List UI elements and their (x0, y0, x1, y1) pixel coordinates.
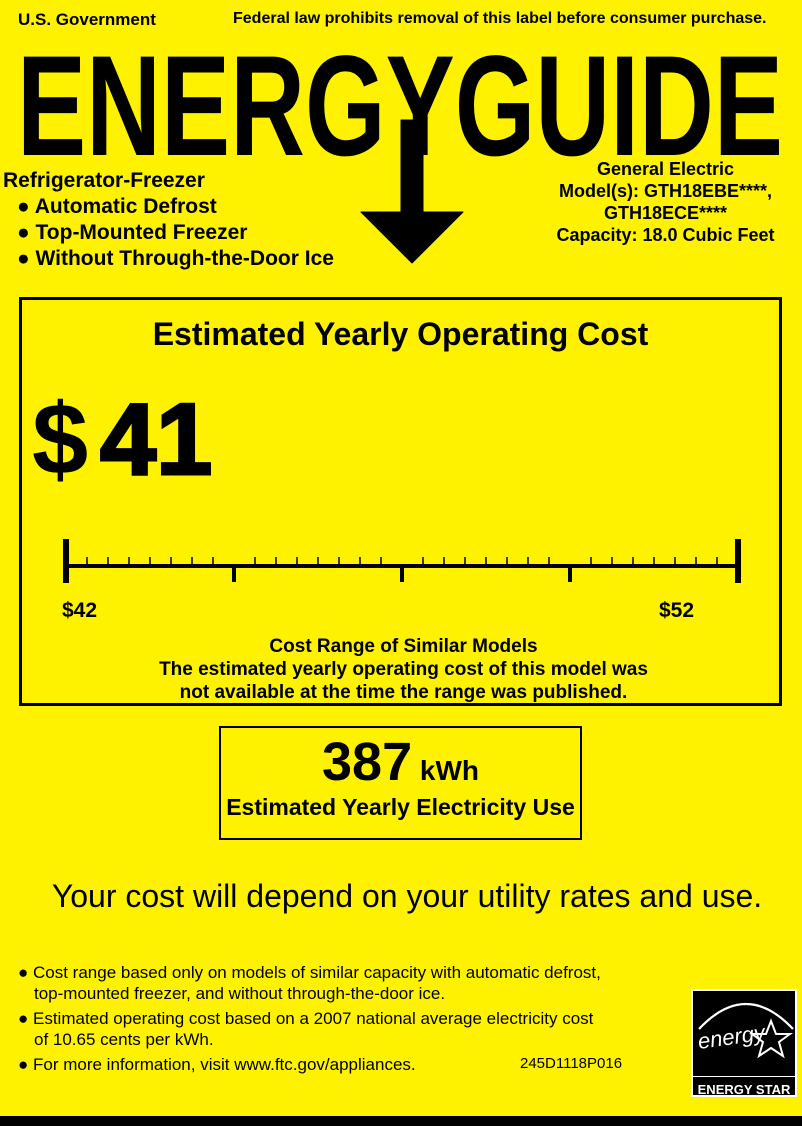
svg-text:41: 41 (100, 384, 212, 496)
svg-text:$: $ (32, 384, 88, 496)
